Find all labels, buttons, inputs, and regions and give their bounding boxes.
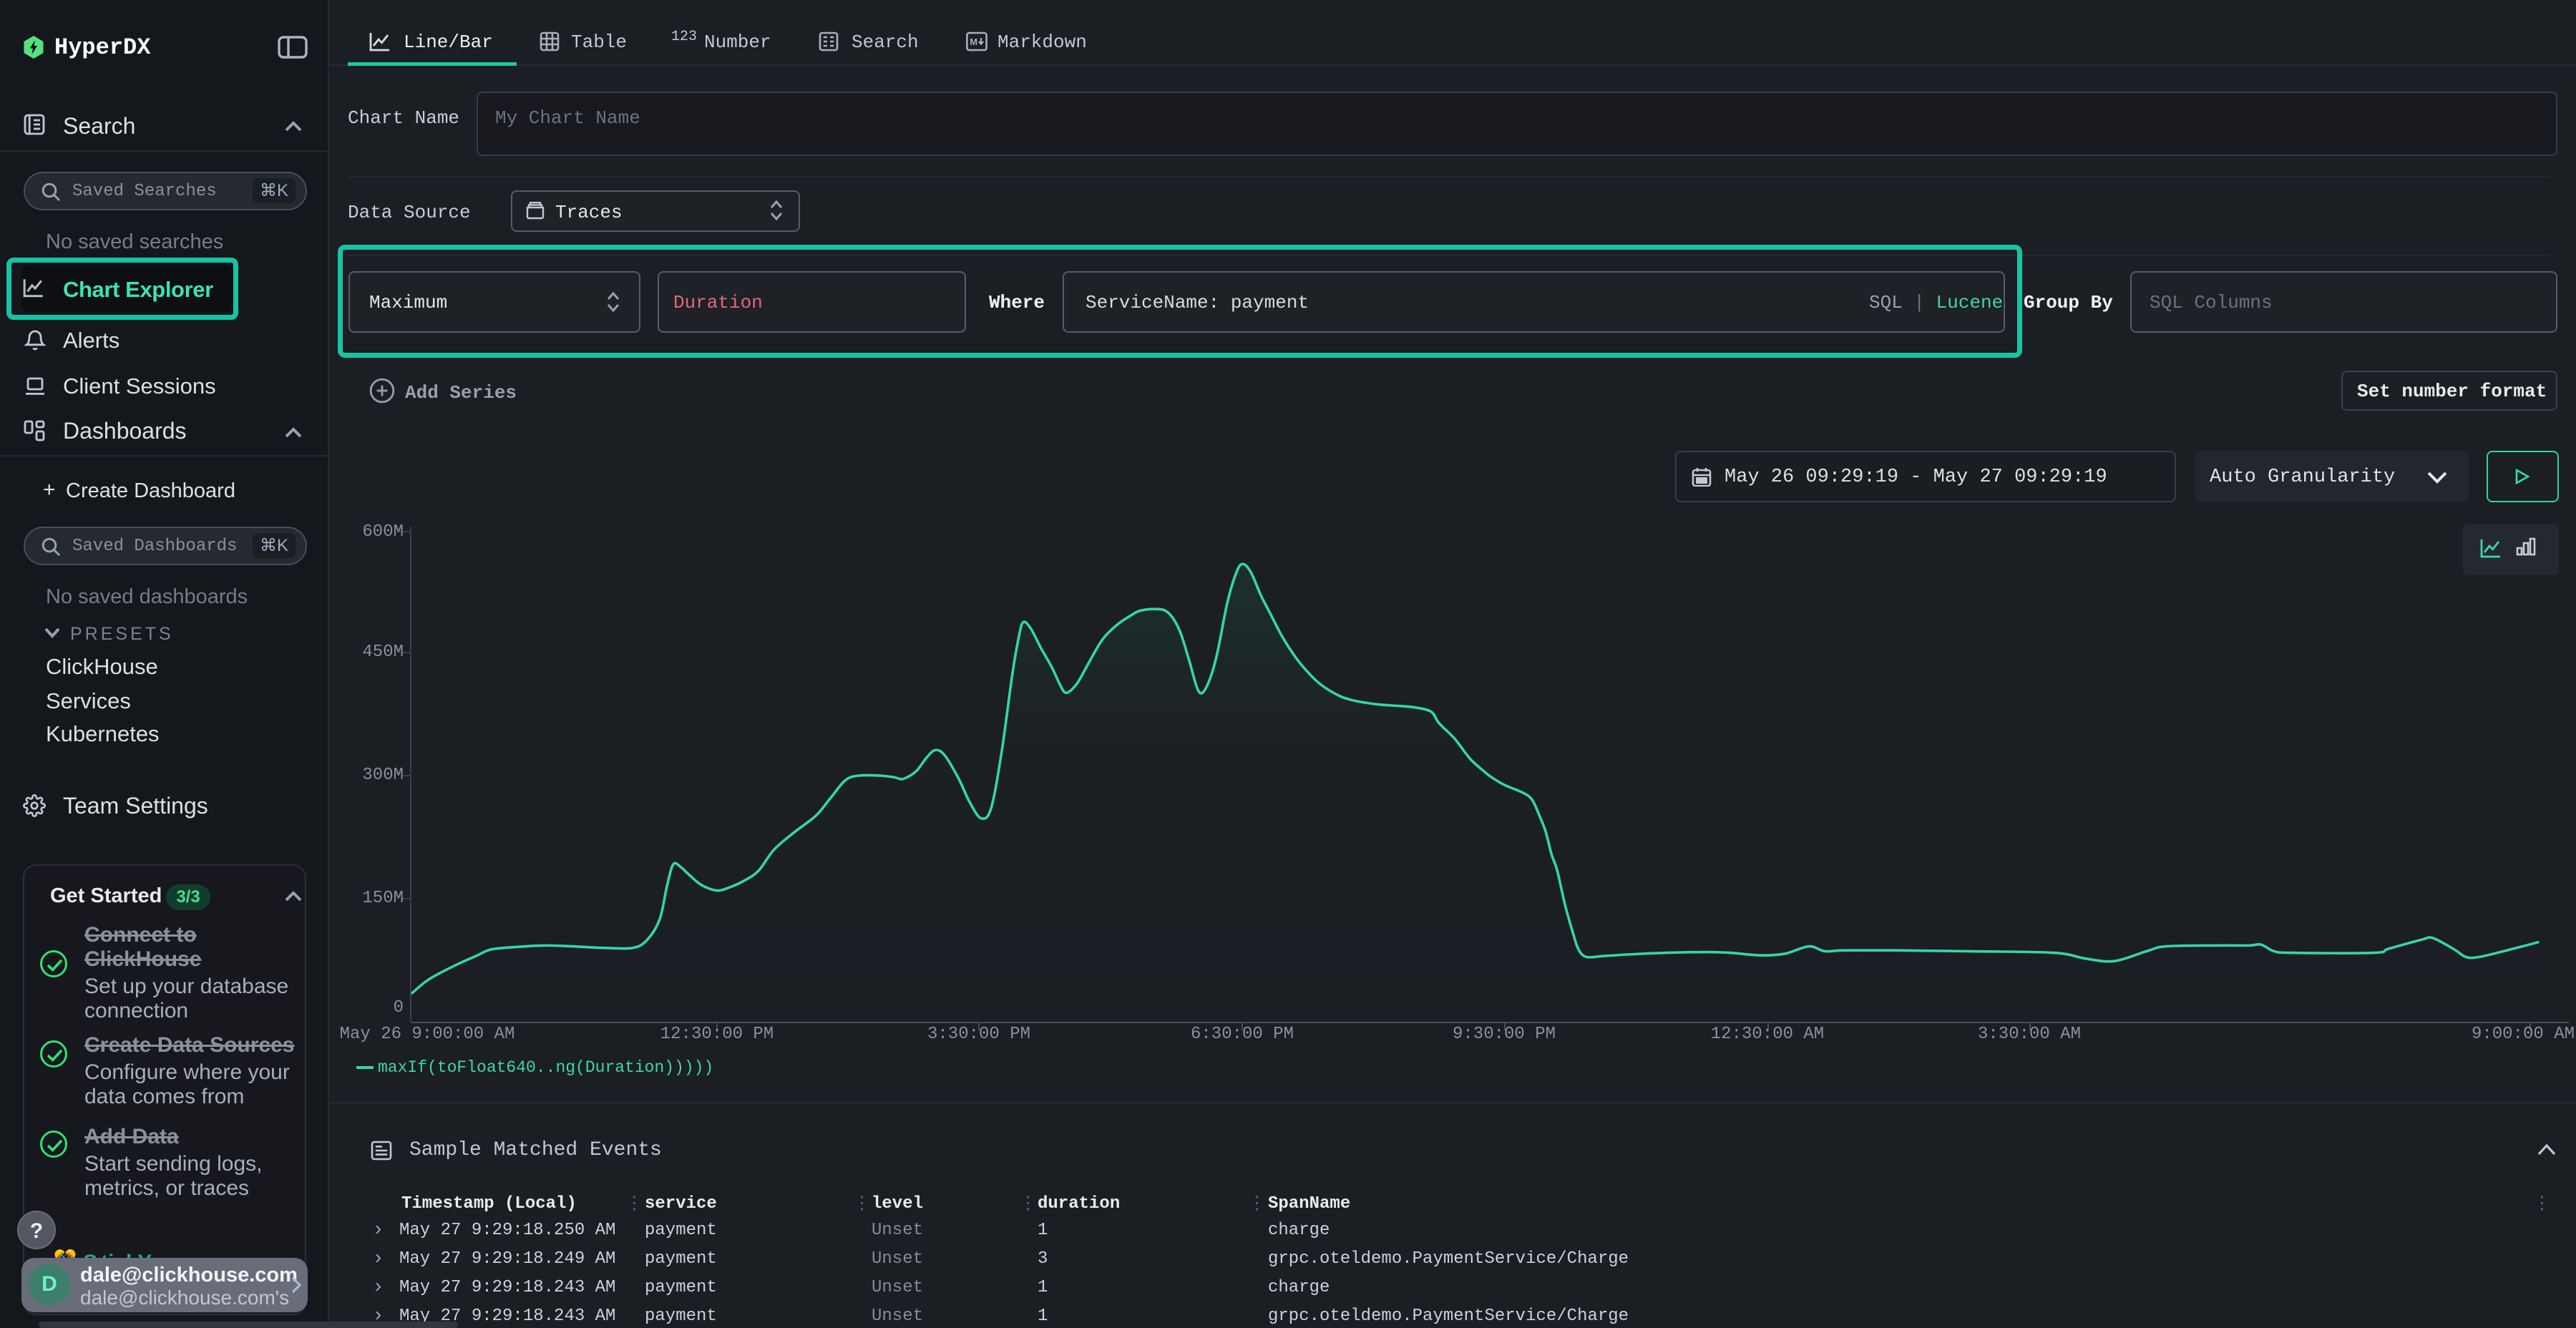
svg-text:M: M <box>970 36 977 47</box>
